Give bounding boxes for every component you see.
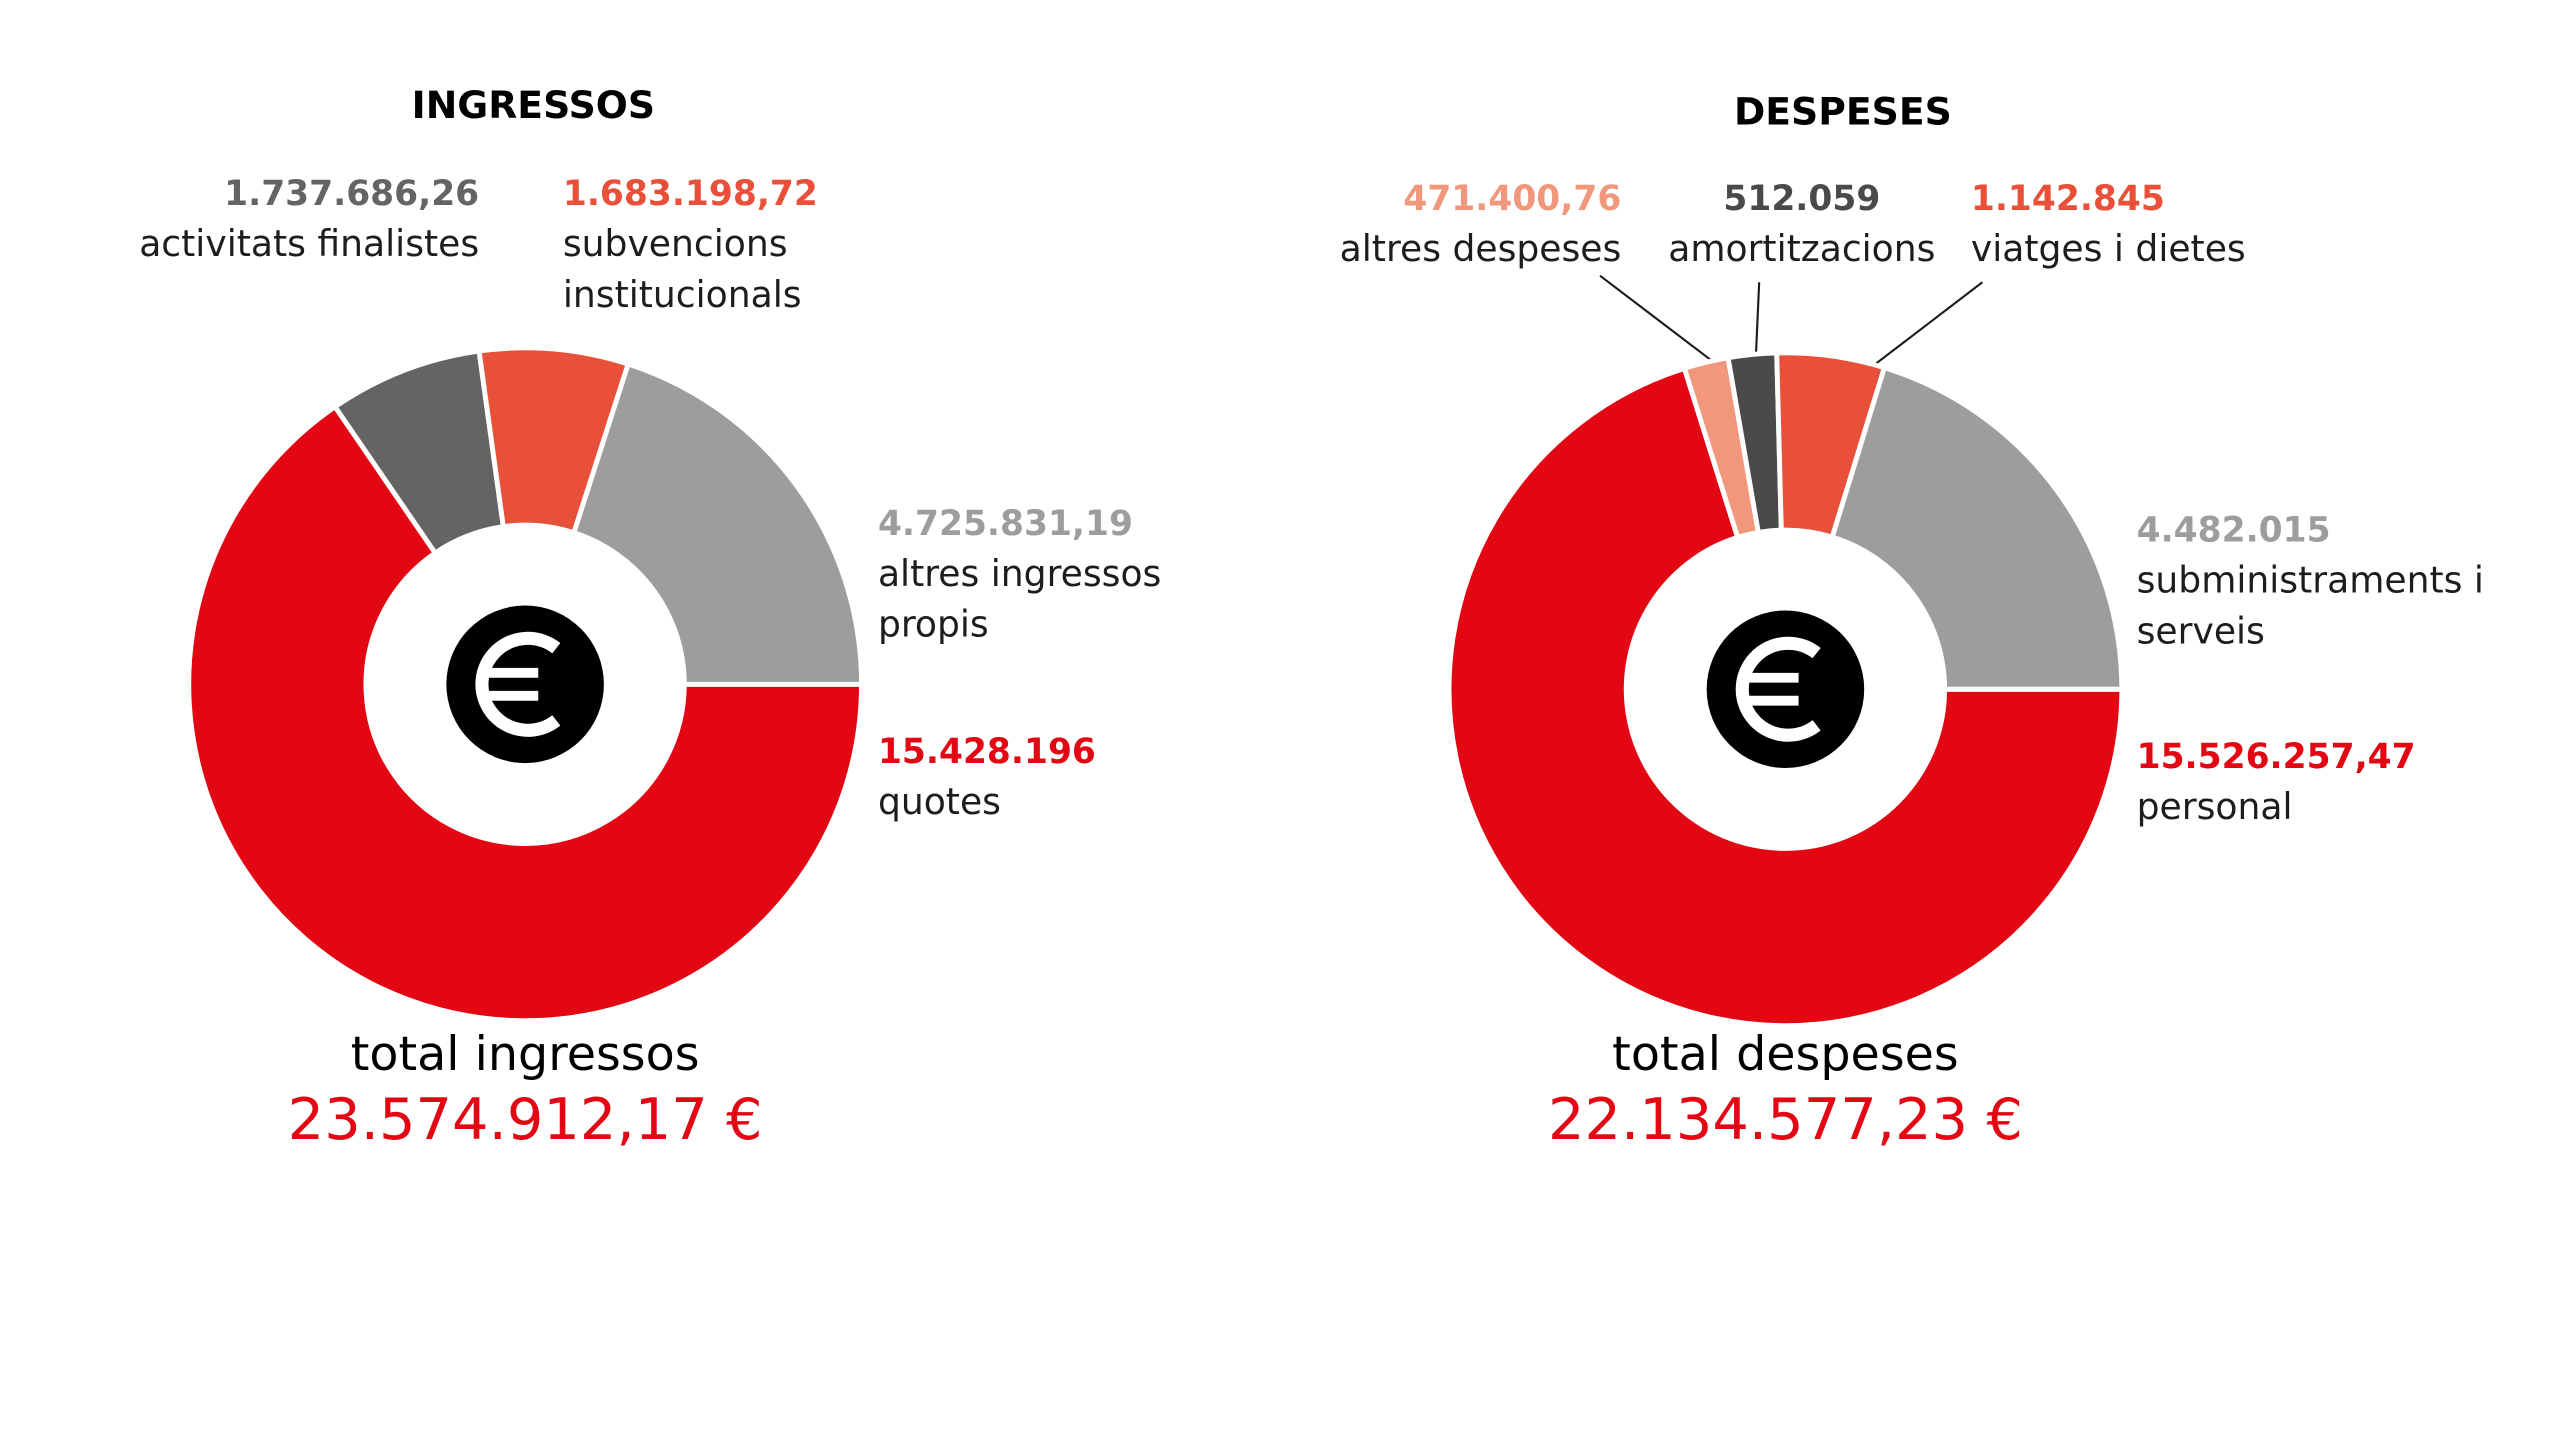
chart-title: INGRESSOS: [412, 83, 655, 127]
total-title: total despeses: [1612, 1027, 1959, 1082]
total-value: 23.574.912,17 €: [288, 1086, 763, 1153]
value-label: 1.142.845: [1971, 179, 2165, 219]
category-label: viatges i dietes: [1971, 227, 2246, 270]
euro-icon: [475, 631, 561, 737]
leader-line: [1754, 282, 1761, 357]
category-label: quotes: [878, 780, 1001, 823]
category-label: altres ingressos propis: [878, 552, 1173, 646]
euro-icon: [479, 667, 539, 701]
value-label: 471.400,76: [1403, 179, 1621, 219]
donut-slice: [1829, 364, 2125, 692]
category-label: subministraments i serveis: [2137, 558, 2496, 652]
total-title: total ingressos: [351, 1027, 700, 1082]
value-label: 4.725.831,19: [878, 504, 1133, 544]
euro-icon: [1739, 672, 1799, 706]
donut-slice: [1446, 365, 2125, 1029]
euro-icon: [1706, 610, 1865, 768]
donut-slice: [570, 360, 865, 687]
value-label: 15.526.257,47: [2137, 737, 2416, 777]
value-label: 512.059: [1723, 179, 1880, 219]
value-label: 1.683.198,72: [563, 174, 818, 214]
total-value: 22.134.577,23 €: [1548, 1086, 2023, 1153]
euro-icon: [1735, 636, 1821, 742]
value-label: 15.428.196: [878, 732, 1096, 772]
category-label: activitats finalistes: [139, 222, 479, 265]
value-label: 4.482.015: [2137, 511, 2331, 551]
leader-line: [1870, 281, 1984, 369]
category-label: amortitzacions: [1668, 227, 1935, 270]
donut-slice: [186, 403, 865, 1024]
category-label: personal: [2137, 785, 2293, 828]
euro-icon: [446, 605, 604, 764]
value-label: 1.737.686,26: [224, 174, 479, 214]
category-label: subvencions institucionals: [563, 222, 802, 316]
category-label: altres despeses: [1340, 227, 1622, 270]
chart-title: DESPESES: [1734, 90, 1952, 134]
leader-line: [1599, 274, 1718, 366]
